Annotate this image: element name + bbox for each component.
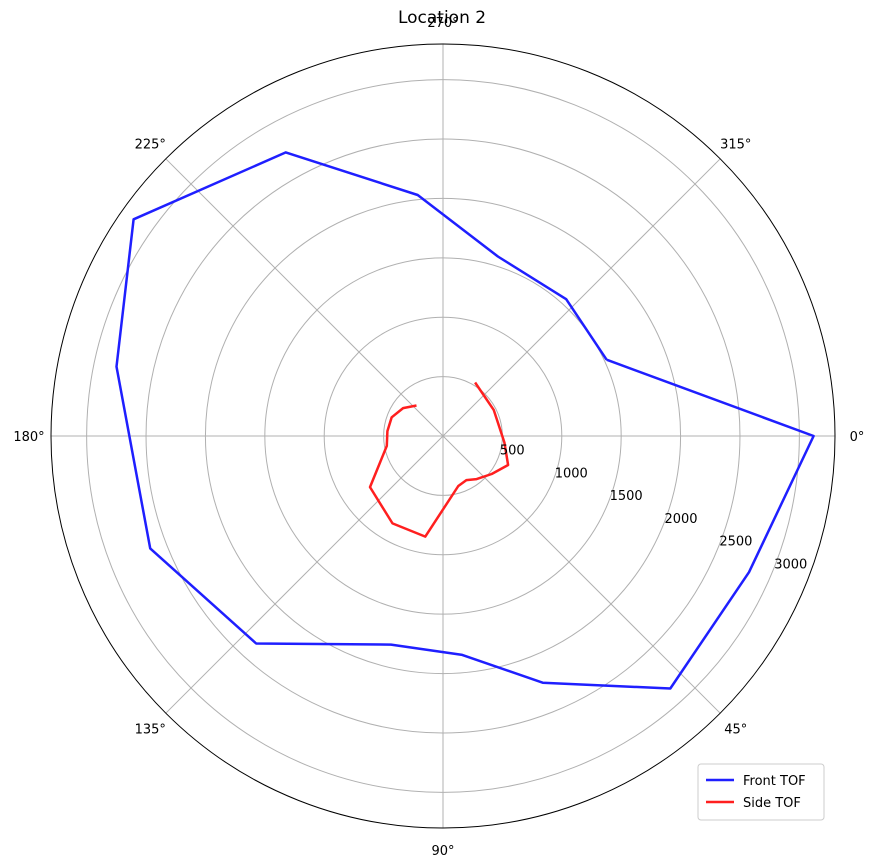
- polar-grid: [51, 44, 835, 828]
- theta-tick-label: 0°: [850, 430, 865, 445]
- legend-label: Front TOF: [743, 774, 806, 789]
- theta-tick-label: 315°: [720, 137, 751, 152]
- theta-tick-label: 90°: [431, 844, 454, 859]
- r-tick-label: 1000: [555, 466, 588, 481]
- legend-label: Side TOF: [743, 796, 801, 811]
- series-line-1: [115, 151, 815, 690]
- theta-tick-label: 45°: [724, 723, 747, 738]
- r-tick-label: 500: [500, 444, 525, 459]
- series-line-2: [368, 381, 510, 538]
- legend: Front TOF Side TOF: [697, 763, 825, 821]
- theta-tick-label: 270°: [427, 16, 458, 31]
- chart-title: Location 2: [398, 8, 486, 28]
- legend-box: [697, 763, 825, 821]
- r-tick-label: 2000: [664, 512, 697, 527]
- theta-gridline-7: [442, 158, 721, 437]
- theta-gridline-3: [165, 435, 444, 714]
- theta-gridline-1: [442, 435, 721, 714]
- radial-tick-labels: 500 1000 1500 2000 2500 3000: [500, 444, 807, 573]
- theta-tick-label: 135°: [135, 723, 166, 738]
- polar-frame: [50, 43, 836, 829]
- r-tick-label: 1500: [610, 489, 643, 504]
- series-layer: [115, 151, 815, 690]
- theta-gridline-5: [165, 158, 444, 437]
- theta-tick-label: 225°: [135, 137, 166, 152]
- theta-tick-labels: 0° 45° 90° 135° 180° 225° 270° 315°: [13, 16, 864, 859]
- r-tick-label: 2500: [719, 535, 752, 550]
- r-tick-label: 3000: [774, 557, 807, 572]
- theta-tick-label: 180°: [13, 430, 44, 445]
